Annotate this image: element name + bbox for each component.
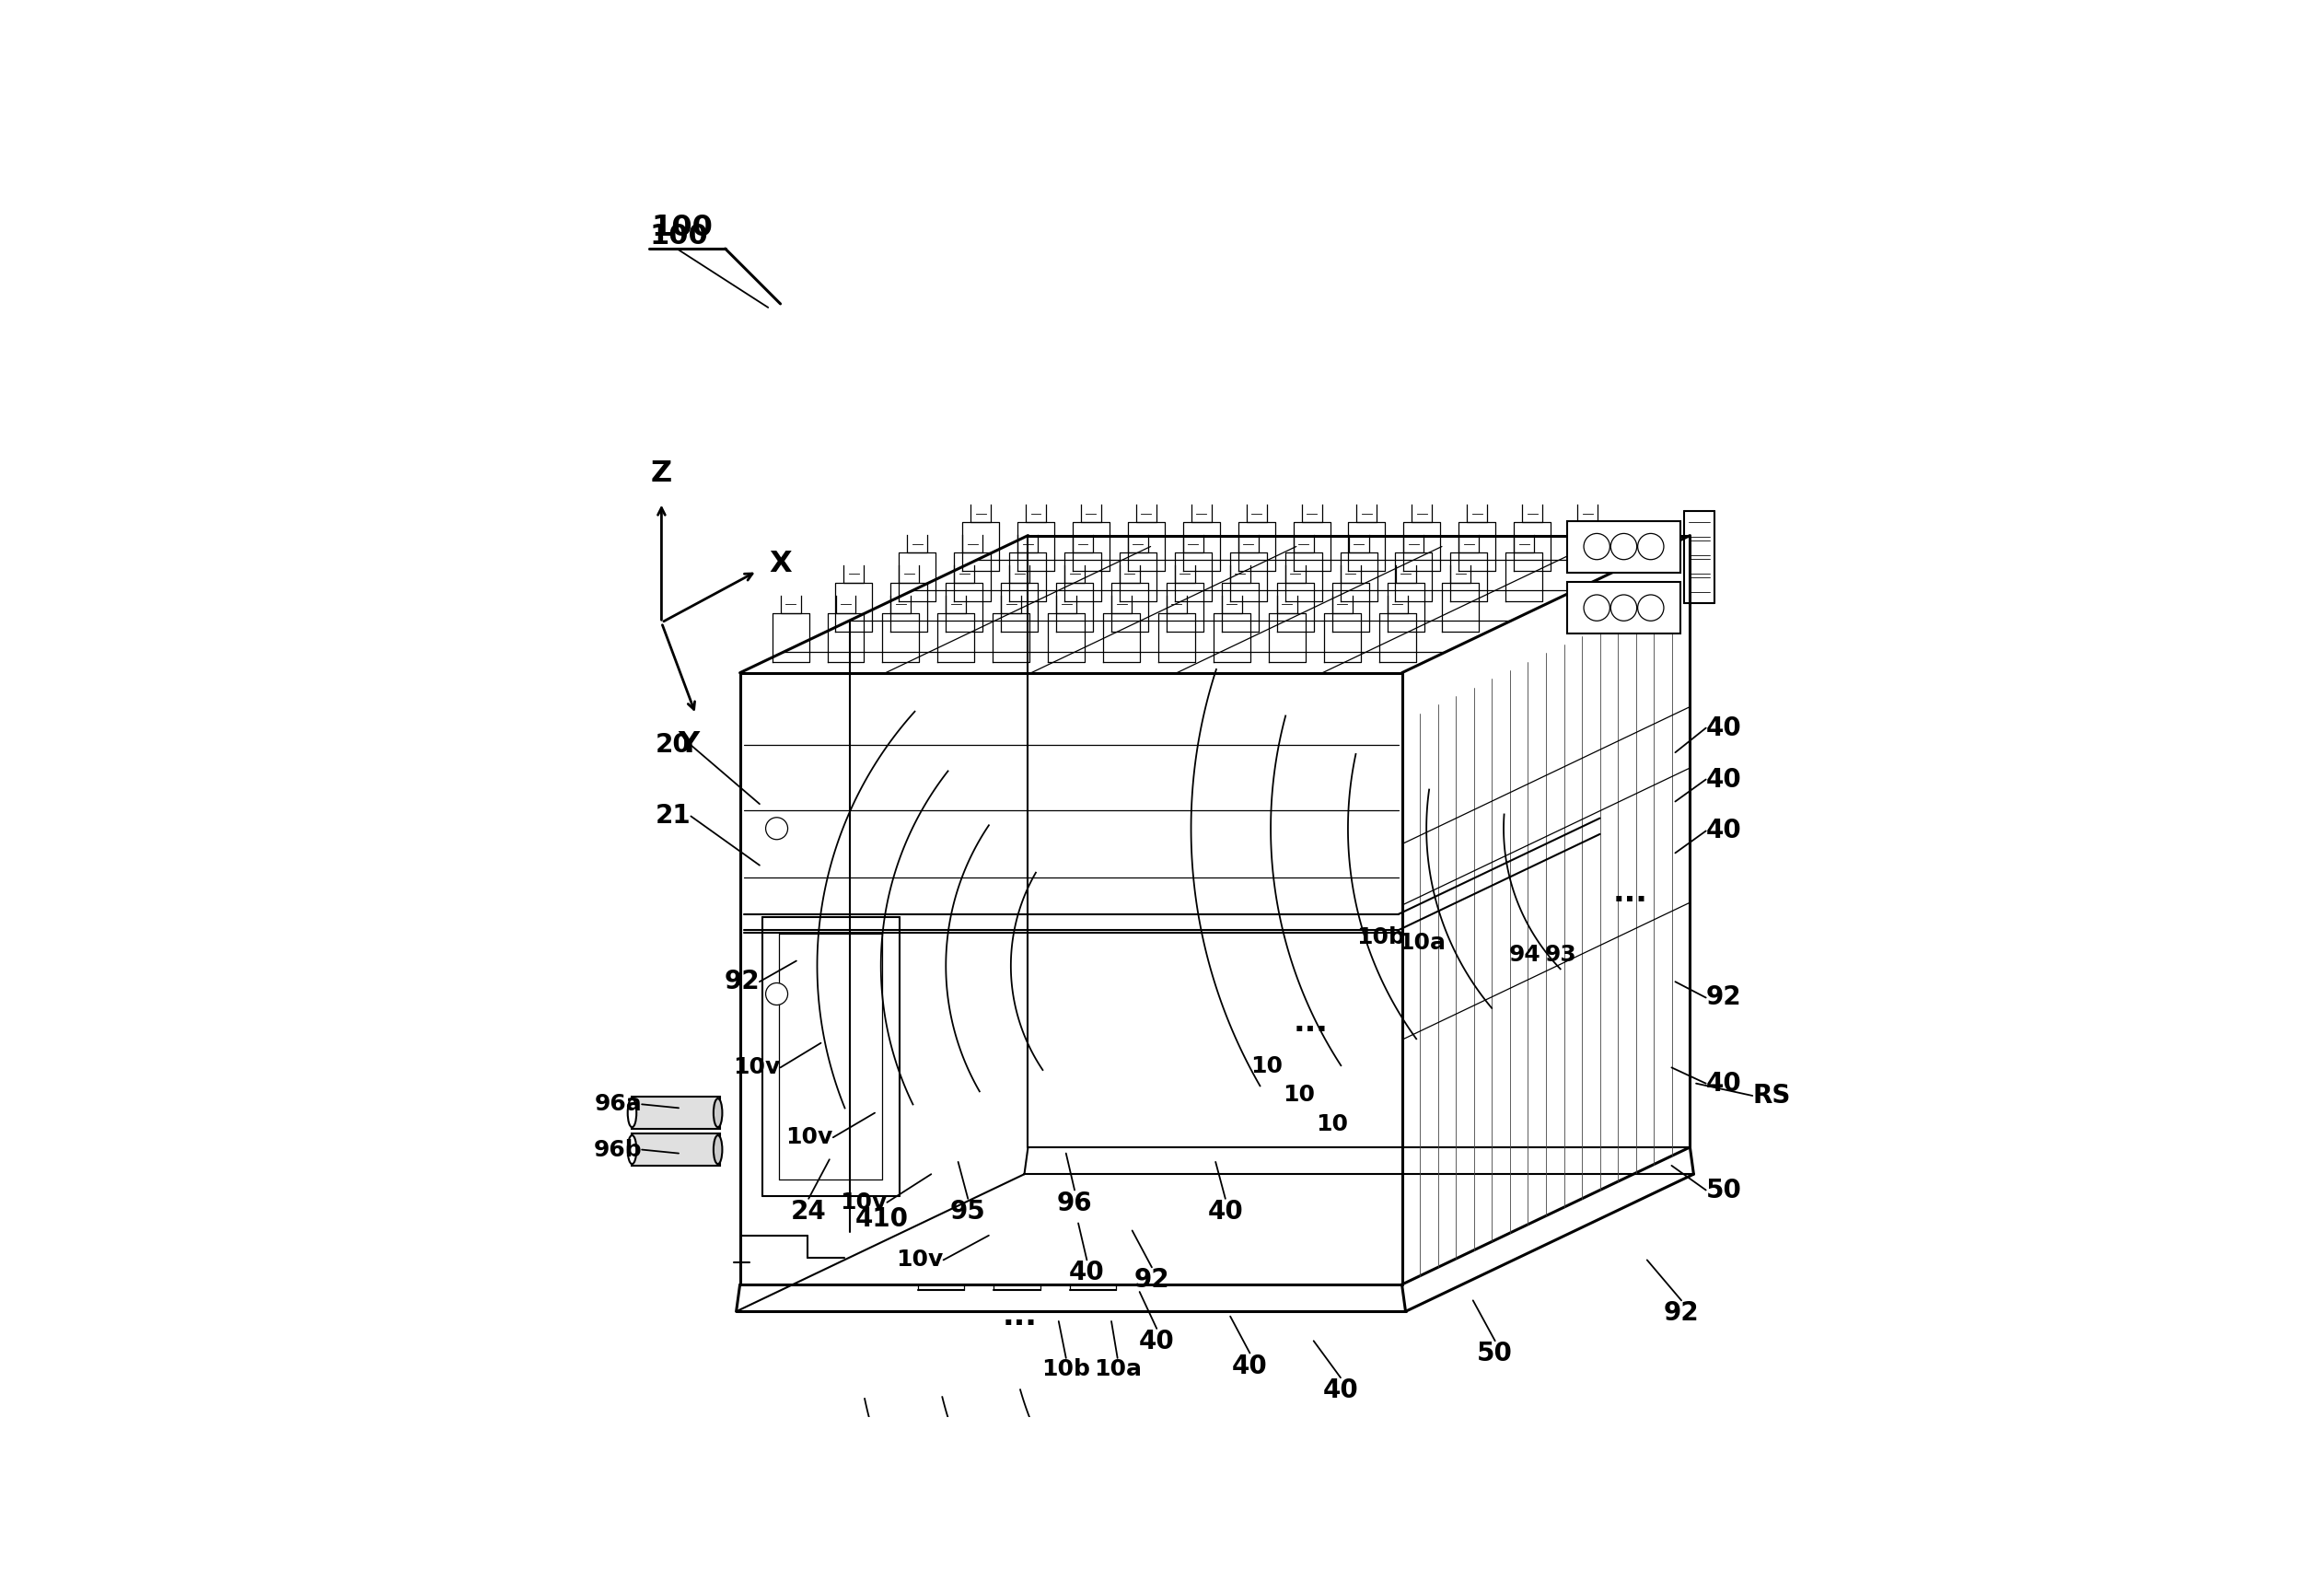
Text: 21: 21 <box>655 804 690 829</box>
Text: 10v: 10v <box>732 1057 781 1078</box>
Text: 410: 410 <box>855 1207 909 1232</box>
Text: 40: 40 <box>1322 1377 1360 1404</box>
Text: 10b: 10b <box>1041 1358 1090 1380</box>
Text: 92: 92 <box>1134 1267 1169 1293</box>
Text: 40: 40 <box>1139 1329 1174 1355</box>
Text: 50: 50 <box>1478 1340 1513 1366</box>
Text: 40: 40 <box>1706 818 1741 844</box>
Text: 96: 96 <box>1057 1191 1092 1216</box>
FancyBboxPatch shape <box>1566 583 1680 634</box>
Circle shape <box>1638 595 1664 621</box>
Text: 40: 40 <box>1208 1199 1243 1224</box>
Text: 40: 40 <box>1706 715 1741 740</box>
Circle shape <box>1583 595 1611 621</box>
Text: 96b: 96b <box>593 1138 641 1161</box>
Text: 10b: 10b <box>1357 927 1406 949</box>
Text: 100: 100 <box>648 223 709 250</box>
Text: 100: 100 <box>651 213 713 242</box>
Text: ...: ... <box>1002 1301 1037 1331</box>
Text: ...: ... <box>1613 877 1648 907</box>
Text: Y: Y <box>679 731 700 759</box>
Circle shape <box>1583 533 1611 559</box>
Text: 92: 92 <box>725 970 760 995</box>
Text: Z: Z <box>651 458 672 487</box>
Ellipse shape <box>713 1098 723 1127</box>
Text: X: X <box>769 549 792 578</box>
Text: 40: 40 <box>1069 1259 1104 1286</box>
Text: 96a: 96a <box>595 1094 641 1116</box>
Text: 92: 92 <box>1706 985 1741 1011</box>
Text: 24: 24 <box>790 1199 827 1224</box>
Text: 10a: 10a <box>1397 931 1446 954</box>
Text: 10: 10 <box>1250 1055 1283 1078</box>
Text: 95: 95 <box>951 1199 985 1224</box>
Text: 20: 20 <box>655 732 690 758</box>
Circle shape <box>1611 595 1636 621</box>
FancyBboxPatch shape <box>632 1097 720 1129</box>
Text: 10v: 10v <box>786 1126 832 1148</box>
FancyBboxPatch shape <box>1566 521 1680 572</box>
Text: 93: 93 <box>1545 944 1578 966</box>
Circle shape <box>1611 533 1636 559</box>
Text: 50: 50 <box>1706 1176 1741 1204</box>
Circle shape <box>765 982 788 1005</box>
Text: 10v: 10v <box>897 1248 944 1270</box>
Text: 10v: 10v <box>839 1191 888 1213</box>
Text: 10a: 10a <box>1095 1358 1141 1380</box>
Circle shape <box>1638 533 1664 559</box>
Text: 40: 40 <box>1706 767 1741 793</box>
Text: 40: 40 <box>1706 1070 1741 1097</box>
Ellipse shape <box>627 1135 637 1164</box>
FancyBboxPatch shape <box>632 1134 720 1165</box>
Text: RS: RS <box>1752 1083 1789 1108</box>
Text: 40: 40 <box>1232 1353 1267 1379</box>
Text: ...: ... <box>1294 1008 1329 1038</box>
Text: 92: 92 <box>1664 1301 1699 1326</box>
Text: 94: 94 <box>1508 944 1541 966</box>
Text: 10: 10 <box>1315 1113 1348 1135</box>
Ellipse shape <box>627 1098 637 1127</box>
Text: 10: 10 <box>1283 1084 1315 1105</box>
Circle shape <box>765 817 788 839</box>
Ellipse shape <box>713 1135 723 1164</box>
